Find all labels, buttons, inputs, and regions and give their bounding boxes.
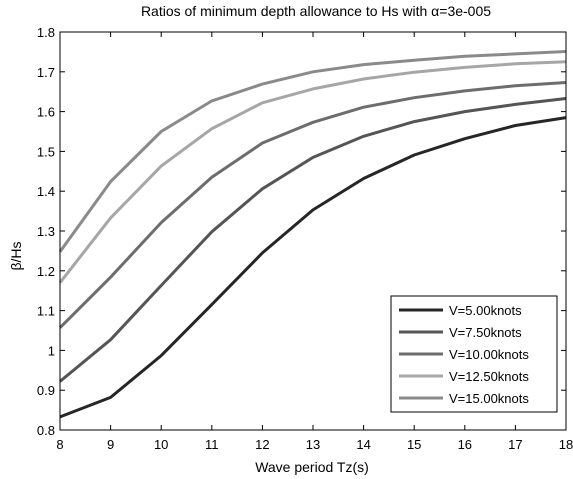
x-tick-label: 10 — [154, 437, 168, 452]
y-tick-label: 1 — [48, 343, 55, 358]
y-tick-label: 1.3 — [37, 224, 55, 239]
y-tick-label: 0.8 — [37, 423, 55, 438]
y-tick-label: 1.8 — [37, 25, 55, 40]
chart-title: Ratios of minimum depth allowance to Hs … — [141, 3, 491, 19]
y-axis-label: β/Hs — [8, 241, 24, 270]
legend-label: V=7.50knots — [449, 325, 522, 340]
series-line-5 — [58, 50, 567, 253]
x-axis-label: Wave period Tz(s) — [255, 459, 369, 475]
series-line-3 — [58, 81, 567, 329]
x-tick-label: 13 — [306, 437, 320, 452]
x-tick-label: 15 — [407, 437, 421, 452]
x-tick-label: 14 — [356, 437, 370, 452]
series-line-2 — [59, 97, 567, 383]
x-tick-label: 16 — [458, 437, 472, 452]
y-tick-label: 1.5 — [37, 144, 55, 159]
x-tick-label: 12 — [255, 437, 269, 452]
x-tick-label: 8 — [56, 437, 63, 452]
legend-label: V=10.00knots — [449, 347, 529, 362]
x-tick-label: 17 — [508, 437, 522, 452]
x-tick-label: 18 — [559, 437, 573, 452]
ticks-layer: 8 9 10 11 12 13 14 15 16 17 18 0.8 0.9 1 1.1 1.2 1.3 1.4 1… — [37, 25, 573, 452]
series-line-4 — [58, 60, 567, 284]
x-tick-label: 11 — [205, 437, 219, 452]
series-line-1 — [59, 116, 567, 419]
legend-label: V=12.50knots — [449, 369, 529, 384]
y-tick-label: 1.1 — [37, 304, 55, 319]
y-tick-label: 1.2 — [37, 264, 55, 279]
x-tick-label: 9 — [107, 437, 114, 452]
y-tick-label: 1.6 — [37, 105, 55, 120]
legend: V=5.00knots V=7.50knots V=10.00knots V=12.5… — [390, 295, 558, 413]
series-layer — [58, 50, 567, 419]
legend-label: V=5.00knots — [449, 303, 522, 318]
legend-label: V=15.00knots — [449, 391, 529, 406]
y-tick-label: 0.9 — [37, 383, 55, 398]
y-tick-label: 1.4 — [37, 184, 55, 199]
y-tick-label: 1.7 — [37, 65, 55, 80]
